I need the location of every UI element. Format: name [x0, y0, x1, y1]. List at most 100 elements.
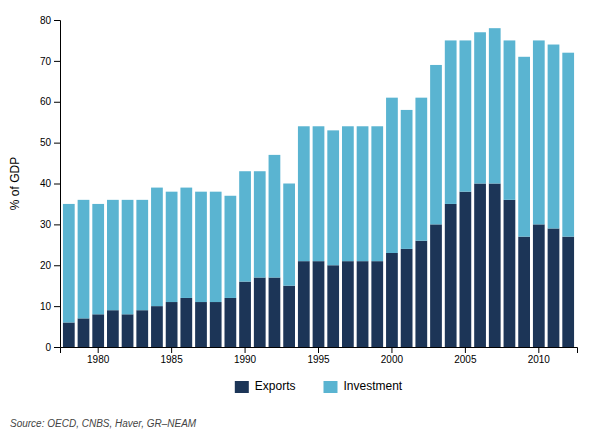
- x-tick: 1995: [307, 347, 330, 365]
- bar: [254, 171, 266, 277]
- bar: [78, 200, 90, 319]
- bar: [122, 314, 134, 347]
- bar: [298, 126, 310, 261]
- x-tick-label: 2005: [454, 354, 477, 365]
- bar: [504, 40, 516, 199]
- x-tick-mark: [98, 347, 99, 353]
- legend-item: Investment: [323, 379, 402, 393]
- bar: [371, 126, 383, 261]
- y-tick-label: 30: [40, 219, 52, 230]
- bar: [489, 184, 501, 348]
- bar: [430, 224, 442, 347]
- x-tick: 2010: [528, 347, 551, 365]
- bar: [269, 278, 281, 347]
- bar: [533, 40, 545, 224]
- y-tick-mark: [54, 20, 60, 21]
- bar: [548, 45, 560, 229]
- bar: [504, 200, 516, 347]
- bar: [225, 196, 237, 298]
- bar: [166, 302, 178, 347]
- bar: [445, 204, 457, 347]
- bar: [327, 265, 339, 347]
- y-tick-mark: [54, 143, 60, 144]
- x-tick: 1980: [87, 347, 110, 365]
- bar: [283, 184, 295, 286]
- bar: [415, 98, 427, 241]
- bar: [386, 253, 398, 347]
- chart-container: 1980 1985 1990 1995 2000 2005 2010 0 10 20 30 40 50 6…: [0, 0, 597, 437]
- bar: [166, 192, 178, 302]
- y-axis: 0 10 20 30 40 50 60 70 80: [40, 15, 61, 353]
- x-tick-mark: [538, 347, 539, 353]
- bar: [107, 200, 119, 310]
- bar: [239, 171, 251, 281]
- bar: [357, 126, 369, 261]
- y-tick-label: 70: [40, 56, 52, 67]
- y-tick-label: 20: [40, 260, 52, 271]
- y-tick: 80: [40, 15, 60, 26]
- bar: [327, 130, 339, 265]
- axis-line: [54, 21, 61, 348]
- bar: [151, 188, 163, 307]
- plot-area: 1980 1985 1990 1995 2000 2005 2010 0 10 20 30 40 50 6…: [40, 15, 578, 365]
- y-tick-mark: [54, 61, 60, 62]
- bar: [342, 261, 354, 347]
- y-tick: 60: [40, 96, 60, 107]
- bar: [239, 282, 251, 347]
- y-tick: 0: [45, 342, 60, 353]
- bar: [210, 302, 222, 347]
- bar: [474, 32, 486, 183]
- bar-series: [63, 28, 574, 322]
- y-tick-label: 40: [40, 178, 52, 189]
- bar: [107, 310, 119, 347]
- bar: [313, 261, 325, 347]
- x-tick-label: 1995: [307, 354, 330, 365]
- y-tick-mark: [54, 306, 60, 307]
- bar: [195, 192, 207, 302]
- bar: [298, 261, 310, 347]
- y-tick-label: 80: [40, 15, 52, 26]
- y-tick: 10: [40, 301, 60, 312]
- y-tick-mark: [54, 102, 60, 103]
- bar: [562, 237, 574, 347]
- legend-item: Exports: [235, 379, 296, 393]
- bar: [401, 249, 413, 347]
- bar: [269, 155, 281, 278]
- y-tick-mark: [54, 347, 60, 348]
- x-tick: 2000: [381, 347, 404, 365]
- bar: [180, 188, 192, 298]
- bar: [430, 65, 442, 224]
- x-tick-label: 1985: [161, 354, 184, 365]
- x-tick-mark: [245, 347, 246, 353]
- legend-swatch: [323, 381, 337, 393]
- bar: [401, 110, 413, 249]
- y-tick: 50: [40, 137, 60, 148]
- x-tick: 1990: [234, 347, 257, 365]
- x-tick-mark: [318, 347, 319, 353]
- bar: [92, 314, 104, 347]
- legend: Exports Investment: [235, 379, 403, 393]
- bar: [63, 204, 75, 323]
- bar: [386, 98, 398, 253]
- bars: [63, 28, 574, 347]
- bar: [474, 184, 486, 348]
- bar: [122, 200, 134, 314]
- bar: [136, 310, 148, 347]
- y-tick: 30: [40, 219, 60, 230]
- legend-label: Exports: [255, 379, 296, 393]
- axis-line: [61, 348, 578, 354]
- x-tick-mark: [465, 347, 466, 353]
- bar: [562, 53, 574, 237]
- bar: [445, 40, 457, 204]
- y-tick-label: 10: [40, 301, 52, 312]
- bar: [92, 204, 104, 314]
- x-tick: 1985: [161, 347, 184, 365]
- x-tick-label: 2010: [528, 354, 551, 365]
- bar: [313, 126, 325, 261]
- y-tick-label: 60: [40, 96, 52, 107]
- bar: [357, 261, 369, 347]
- bar: [195, 302, 207, 347]
- x-tick-mark: [171, 347, 172, 353]
- bar: [136, 200, 148, 310]
- bar: [415, 241, 427, 347]
